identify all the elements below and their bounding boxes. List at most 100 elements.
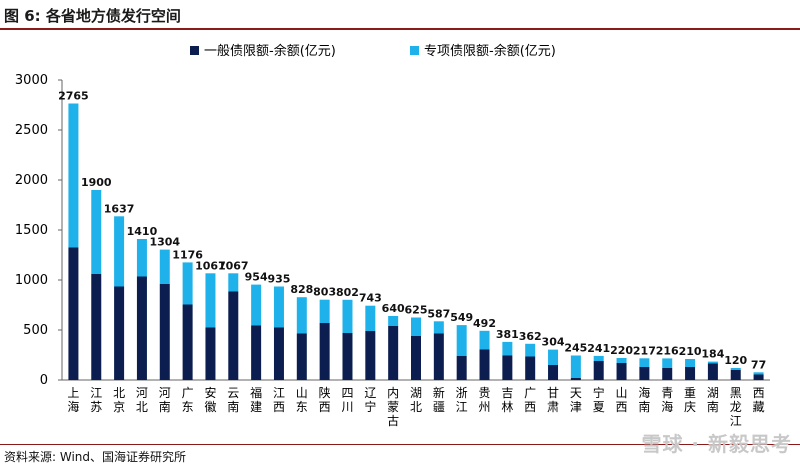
bar-general	[593, 361, 604, 380]
bar-special	[342, 299, 353, 333]
legend-label: 一般债限额-余额(亿元)	[204, 43, 336, 59]
bar-total-label: 1900	[81, 176, 112, 189]
x-category-label: 四	[341, 386, 353, 400]
x-category-label: 甘	[547, 386, 559, 400]
x-category-label: 苏	[90, 400, 102, 414]
bar-general	[502, 355, 513, 380]
x-category-label: 建	[250, 400, 262, 414]
bar-general	[662, 368, 673, 380]
bar-special	[114, 216, 125, 287]
x-category-label: 西	[753, 386, 765, 400]
bar-general	[753, 374, 764, 380]
bar-general	[91, 274, 102, 380]
bar-special	[685, 359, 696, 367]
bar-special	[273, 286, 284, 328]
y-tick-label: 1000	[15, 273, 48, 288]
x-category-label: 南	[707, 399, 719, 414]
x-category-label: 庆	[684, 400, 696, 414]
bar-general	[479, 349, 490, 380]
bar-special	[502, 341, 513, 356]
x-category-label: 黑	[730, 386, 742, 400]
x-category-label: 海	[638, 385, 650, 400]
bar-special	[639, 358, 650, 367]
bar-special	[319, 299, 330, 323]
bar-total-label: 210	[679, 345, 702, 358]
bar-total-label: 954	[245, 271, 268, 284]
bar-special	[228, 273, 239, 292]
y-tick-label: 2500	[15, 123, 48, 138]
title-bar: 图 6: 各省地方债发行空间	[0, 0, 800, 30]
x-category-label: 湖	[410, 385, 422, 400]
x-category-label: 古	[387, 413, 399, 428]
bar-total-label: 1304	[149, 236, 180, 249]
x-category-label: 津	[570, 400, 582, 414]
bar-special	[411, 317, 421, 336]
bar-total-label: 220	[610, 344, 633, 357]
bar-total-label: 828	[290, 283, 313, 296]
x-category-label: 宁	[364, 399, 376, 414]
y-tick-label: 2000	[15, 173, 48, 188]
x-category-label: 夏	[593, 400, 605, 414]
x-category-label: 广	[182, 386, 194, 400]
bar-total-label: 803	[313, 286, 336, 299]
x-category-label: 河	[136, 386, 148, 400]
x-category-label: 徽	[204, 399, 216, 414]
bar-total-label: 245	[564, 342, 587, 355]
legend-swatch	[410, 46, 419, 55]
x-category-label: 肃	[547, 400, 559, 414]
bar-total-label: 1067	[195, 259, 226, 272]
x-category-label: 青	[661, 386, 673, 400]
bar-general	[68, 247, 79, 380]
bar-general	[707, 363, 718, 380]
bar-general	[639, 367, 650, 380]
bar-general	[365, 331, 376, 380]
bar-special	[570, 355, 581, 378]
bar-special	[707, 361, 718, 364]
x-category-label: 南	[159, 399, 171, 414]
bar-general	[548, 365, 559, 380]
x-category-label: 重	[684, 386, 696, 400]
bar-total-label: 362	[519, 330, 542, 343]
y-tick-label: 500	[23, 323, 48, 338]
x-category-label: 安	[204, 385, 216, 400]
x-category-label: 西	[524, 400, 536, 414]
bar-total-label: 120	[724, 354, 747, 367]
x-category-label: 北	[113, 386, 125, 400]
source-rule	[0, 444, 800, 445]
bar-total-label: 1410	[127, 225, 158, 238]
x-category-label: 藏	[753, 400, 765, 414]
bar-total-label: 549	[450, 311, 473, 324]
x-category-label: 东	[182, 400, 194, 414]
x-category-label: 新	[433, 385, 445, 400]
bar-general	[273, 327, 284, 380]
x-category-label: 辽	[364, 386, 376, 400]
bar-special	[525, 343, 536, 357]
x-category-label: 江	[273, 386, 285, 400]
x-category-label: 西	[273, 400, 285, 414]
bar-special	[456, 325, 467, 356]
bar-total-label: 640	[382, 302, 405, 315]
x-category-label: 西	[616, 400, 628, 414]
bar-total-label: 1067	[218, 259, 249, 272]
source-note: 资料来源: Wind、国海证券研究所	[4, 450, 187, 464]
bar-general	[182, 304, 193, 380]
x-category-label: 林	[501, 400, 513, 414]
bar-special	[68, 103, 79, 248]
legend-label: 专项债限额-余额(亿元)	[424, 43, 556, 59]
bar-total-label: 587	[427, 307, 450, 320]
x-category-label: 陕	[319, 385, 331, 400]
bar-special	[365, 305, 376, 331]
bar-total-label: 935	[267, 273, 290, 286]
x-category-label: 内	[387, 386, 399, 400]
bar-general	[456, 356, 467, 380]
x-category-label: 湖	[707, 385, 719, 400]
x-category-label: 广	[524, 386, 536, 400]
x-category-label: 北	[410, 400, 422, 414]
x-category-label: 南	[638, 399, 650, 414]
bar-general	[228, 291, 239, 380]
bar-total-label: 216	[656, 344, 679, 357]
x-category-label: 川	[341, 400, 353, 414]
x-category-label: 江	[730, 414, 742, 428]
bar-total-label: 241	[587, 342, 610, 355]
bar-special	[182, 262, 193, 305]
